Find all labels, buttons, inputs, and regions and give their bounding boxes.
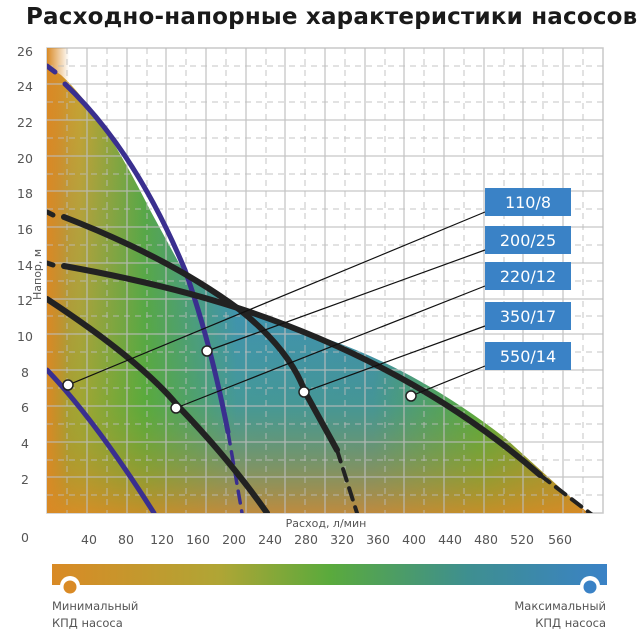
- svg-text:2: 2: [21, 472, 29, 487]
- svg-text:440: 440: [438, 532, 462, 547]
- svg-text:10: 10: [17, 329, 33, 344]
- svg-text:14: 14: [17, 258, 33, 273]
- min-efficiency-label: Минимальный КПД насоса: [52, 599, 139, 630]
- svg-text:8: 8: [21, 365, 29, 380]
- svg-text:26: 26: [17, 44, 33, 59]
- label-220-12: 220/12: [500, 267, 556, 286]
- svg-text:22: 22: [17, 115, 33, 130]
- label-350-17: 350/17: [500, 307, 556, 326]
- annotation-markers: [62, 345, 417, 414]
- marker-200-25: [201, 345, 213, 357]
- max-efficiency-label: Максимальный КПД насоса: [514, 599, 606, 630]
- curve-550-14: [61, 263, 543, 478]
- label-200-25: 200/25: [500, 231, 556, 250]
- marker-550-14: [405, 390, 417, 402]
- curve-110-8: [47, 367, 157, 513]
- marker-220-12: [170, 402, 182, 414]
- label-box-200-25: [485, 226, 571, 254]
- svg-text:280: 280: [294, 532, 318, 547]
- label-110-8: 110/8: [505, 193, 551, 212]
- curve-550-14-dashed: [538, 473, 594, 513]
- model-labels: 110/8 200/25 220/12 350/17 550/14: [485, 188, 571, 370]
- efficiency-colorbar: [52, 564, 607, 596]
- x-axis-ticks: 40 80 120 160 200 240 280 320 360 400 44…: [81, 532, 572, 547]
- label-box-110-8: [485, 188, 571, 216]
- svg-text:160: 160: [186, 532, 210, 547]
- curve-550-14: [47, 260, 56, 268]
- label-leaders: [67, 211, 486, 409]
- label-box-550-14: [485, 342, 571, 370]
- marker-350-17: [298, 386, 310, 398]
- svg-text:360: 360: [366, 532, 390, 547]
- svg-text:6: 6: [21, 400, 29, 415]
- svg-text:520: 520: [510, 532, 534, 547]
- svg-text:240: 240: [258, 532, 282, 547]
- chart-title: Расходно-напорные характеристики насосов: [26, 4, 638, 30]
- svg-text:400: 400: [402, 532, 426, 547]
- svg-text:18: 18: [17, 186, 33, 201]
- svg-text:200: 200: [222, 532, 246, 547]
- curve-200-25: [47, 63, 58, 75]
- svg-text:24: 24: [17, 79, 33, 94]
- svg-text:0: 0: [21, 530, 29, 545]
- svg-text:20: 20: [17, 151, 33, 166]
- curve-350-17-dashed: [335, 448, 359, 513]
- svg-text:80: 80: [118, 532, 134, 547]
- marker-110-8: [62, 379, 74, 391]
- label-box-220-12: [485, 262, 571, 290]
- label-550-14: 550/14: [500, 347, 556, 366]
- svg-text:40: 40: [81, 532, 97, 547]
- label-box-350-17: [485, 302, 571, 330]
- y-axis-label: Напор, м: [31, 249, 44, 300]
- svg-text:320: 320: [330, 532, 354, 547]
- svg-text:4: 4: [21, 436, 29, 451]
- svg-text:16: 16: [17, 222, 33, 237]
- y-axis-ticks: 0 2 4 6 8 10 12 14 16 18 20 22 24 26: [17, 44, 33, 545]
- svg-text:12: 12: [17, 293, 33, 308]
- curve-350-17: [47, 209, 56, 218]
- x-axis-label: Расход, л/мин: [286, 517, 367, 530]
- svg-text:560: 560: [548, 532, 572, 547]
- svg-text:480: 480: [474, 532, 498, 547]
- curve-200-25: [62, 81, 231, 435]
- svg-text:120: 120: [150, 532, 174, 547]
